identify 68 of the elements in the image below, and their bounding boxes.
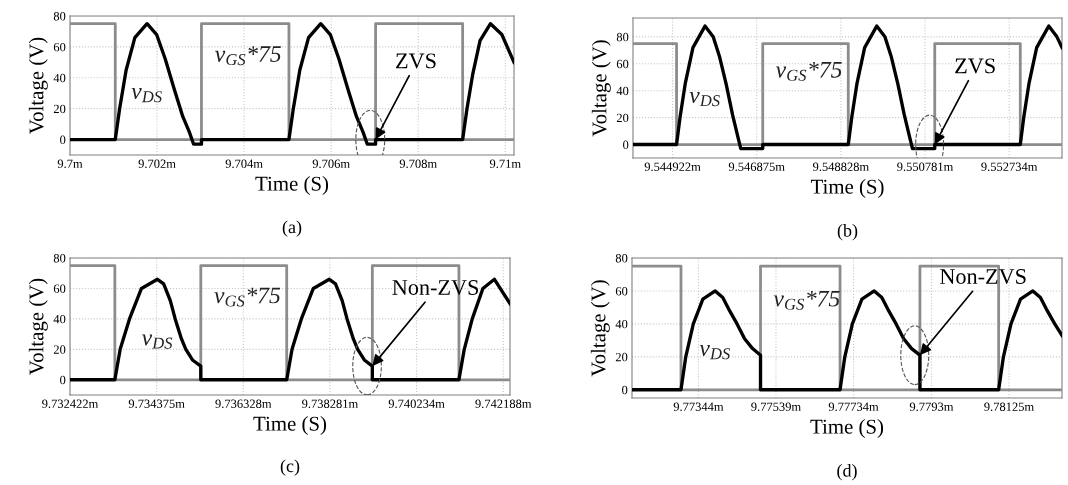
- x-tick-label: 9.550781m: [897, 162, 954, 172]
- series-label: v$_{DS}$: [689, 91, 720, 107]
- y-tick-label: 80: [615, 254, 628, 263]
- x-tick-label: 9.546875m: [728, 162, 785, 172]
- series-label: v$_{GS}$*75: [214, 287, 281, 307]
- x-axis-title: Time (S): [810, 179, 884, 198]
- annotation: Non-ZVS: [940, 269, 1026, 285]
- series-label: v$_{GS}$*75: [775, 61, 842, 81]
- y-tick-label: 80: [616, 32, 629, 42]
- annotation: Non-ZVS: [392, 279, 479, 296]
- y-tick-label: 60: [615, 286, 628, 296]
- y-tick-label: 80: [53, 12, 66, 21]
- x-tick-label: 9.77734m: [828, 402, 879, 412]
- y-tick-label: 0: [60, 135, 66, 145]
- x-tick-label: 9.738281m: [302, 399, 359, 409]
- x-tick-label: 9.71m: [489, 159, 521, 169]
- x-tick-label: 9.77539m: [751, 402, 801, 412]
- x-tick-label: 9.7793m: [909, 402, 954, 412]
- series-label: v$_{GS}$*75: [215, 46, 281, 66]
- y-tick-label: 40: [616, 86, 629, 96]
- x-tick-label: 9.736328m: [215, 399, 272, 409]
- series-label: v$_{GS}$*75: [773, 290, 840, 310]
- y-tick-label: 60: [53, 284, 66, 293]
- y-tick-label: 20: [616, 113, 629, 123]
- x-tick-label: 9.548828m: [812, 162, 869, 172]
- x-axis-title: Time (S): [255, 176, 329, 195]
- y-tick-label: 80: [53, 254, 66, 263]
- x-tick-label: 9.702m: [138, 159, 176, 169]
- x-tick-label: 9.732422m: [42, 399, 99, 409]
- line-series: [632, 289, 1062, 392]
- x-tick-label: 9.740234m: [388, 399, 445, 409]
- y-tick-label: 0: [622, 385, 628, 395]
- y-tick-label: 20: [53, 104, 66, 114]
- x-tick-label: 9.704m: [225, 159, 263, 169]
- series-label: v$_{DS}$: [699, 345, 730, 360]
- line-series: [633, 24, 1062, 151]
- y-tick-label: 60: [616, 59, 629, 69]
- y-axis-title: Voltage (V): [28, 37, 48, 134]
- x-axis-title: Time (S): [253, 416, 327, 435]
- y-axis-title: Voltage (V): [590, 280, 610, 377]
- x-tick-label: 9.706m: [312, 159, 350, 169]
- x-tick-label: 9.734375m: [128, 399, 185, 409]
- series-label: v$_{DS}$: [141, 334, 173, 349]
- y-axis-title: Voltage (V): [28, 278, 48, 375]
- y-tick-label: 20: [53, 345, 66, 354]
- y-tick-label: 20: [615, 352, 628, 362]
- y-tick-label: 60: [53, 42, 66, 52]
- annotation: ZVS: [955, 58, 995, 74]
- x-tick-label: 9.7m: [57, 159, 83, 169]
- x-tick-label: 9.77344m: [673, 402, 724, 412]
- text: (d): [837, 464, 857, 481]
- annotation: ZVS: [396, 53, 436, 69]
- y-tick-label: 40: [53, 73, 66, 83]
- y-tick-label: 0: [623, 140, 629, 149]
- x-axis-title: Time (S): [810, 419, 884, 438]
- x-tick-label: 9.78125m: [984, 402, 1034, 412]
- text: (b): [837, 224, 858, 241]
- x-tick-label: 9.544922m: [644, 162, 701, 172]
- text: (c): [280, 459, 300, 476]
- x-tick-label: 9.742188m: [475, 399, 532, 409]
- x-tick-label: 9.552734m: [981, 162, 1038, 172]
- y-axis-title: Voltage (V): [591, 40, 611, 137]
- y-tick-label: 40: [615, 319, 628, 329]
- x-tick-label: 9.708m: [399, 159, 437, 169]
- y-tick-label: 0: [60, 375, 66, 385]
- series-label: v$_{DS}$: [131, 88, 162, 103]
- y-tick-label: 40: [53, 314, 66, 324]
- text: (a): [282, 220, 302, 237]
